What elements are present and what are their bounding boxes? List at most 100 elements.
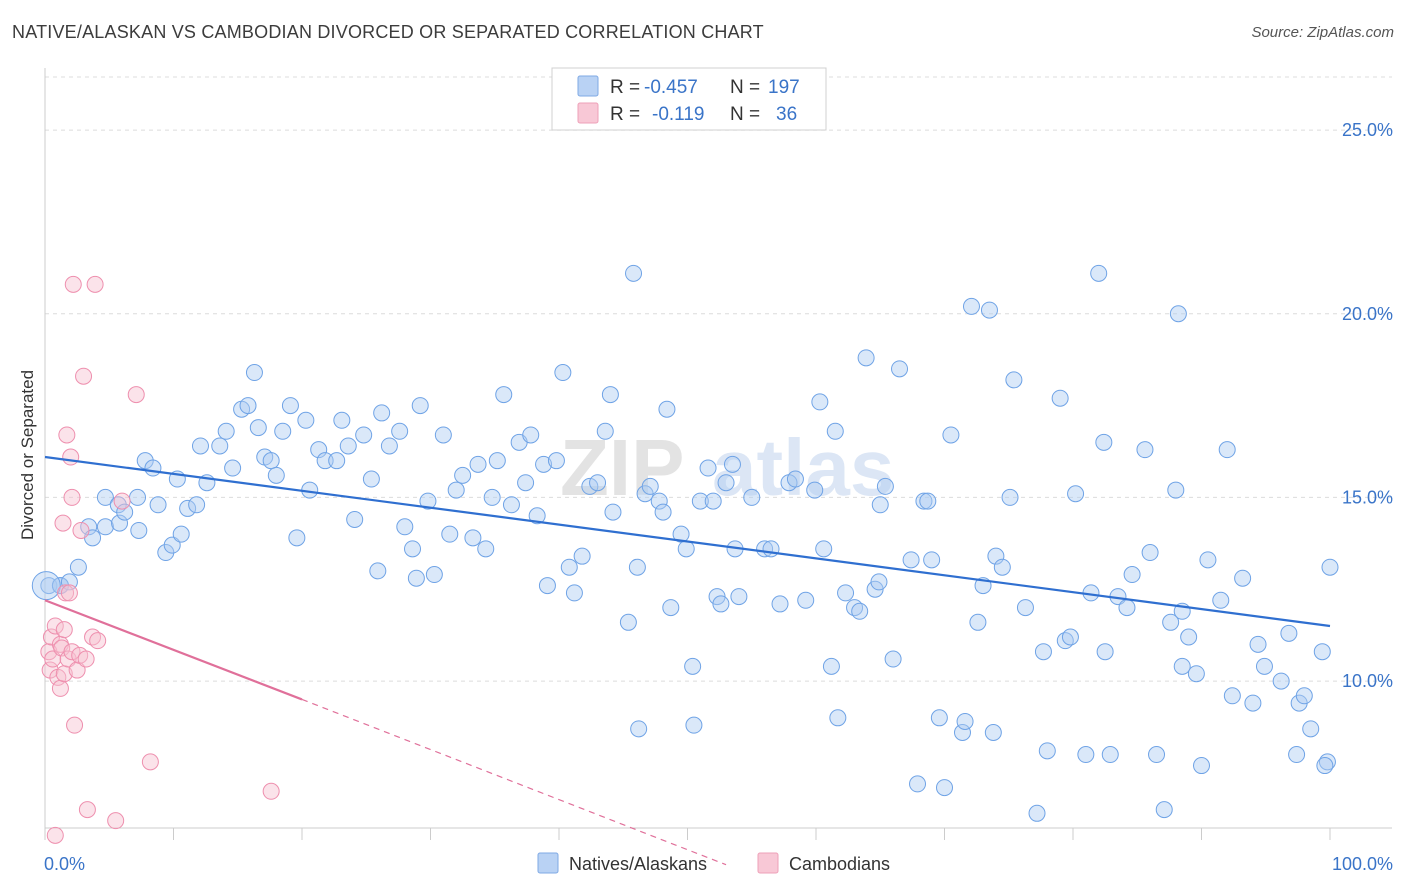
data-point-natives	[1321, 558, 1339, 576]
data-point-natives	[69, 558, 87, 576]
bottom-legend-swatch-cambodians	[757, 852, 779, 874]
data-point-natives	[316, 452, 334, 470]
bottom-legend-label-cambodians: Cambodians	[789, 854, 890, 874]
data-point-natives	[288, 529, 306, 547]
legend-swatch-natives	[577, 75, 599, 97]
data-point-natives	[684, 657, 702, 675]
data-point-natives	[829, 709, 847, 727]
data-point-natives	[891, 360, 909, 378]
x-tick-label-max: 100.0%	[1332, 854, 1393, 874]
data-point-natives	[1148, 746, 1166, 764]
data-point-natives	[249, 419, 267, 437]
data-point-natives	[876, 477, 894, 495]
data-point-cambodians	[64, 275, 82, 293]
data-point-natives	[987, 547, 1005, 565]
data-point-natives	[1244, 694, 1262, 712]
data-point-natives	[811, 393, 829, 411]
data-point-natives	[369, 562, 387, 580]
data-point-natives	[245, 364, 263, 382]
data-point-natives	[1272, 672, 1290, 690]
data-point-natives	[469, 455, 487, 473]
correlation-legend: R = -0.457 N = 197 R = -0.119 N = 36	[551, 67, 827, 131]
data-point-natives	[1218, 441, 1236, 459]
data-point-cambodians	[66, 716, 84, 734]
data-point-natives	[1173, 657, 1191, 675]
data-point-natives	[980, 301, 998, 319]
data-point-natives	[355, 426, 373, 444]
data-point-natives	[391, 422, 409, 440]
data-point-natives	[837, 584, 855, 602]
data-point-natives	[111, 514, 129, 532]
data-point-natives	[547, 452, 565, 470]
data-point-natives	[1155, 801, 1173, 819]
data-point-natives	[1136, 441, 1154, 459]
data-point-natives	[1316, 757, 1334, 775]
data-point-natives	[1051, 389, 1069, 407]
data-point-natives	[786, 470, 804, 488]
series-legend: Natives/Alaskans Cambodians	[537, 852, 890, 874]
data-point-natives	[962, 297, 980, 315]
data-point-natives	[163, 536, 181, 554]
data-point-natives	[1095, 433, 1113, 451]
data-point-natives	[1077, 746, 1095, 764]
y-tick-label: 10.0%	[1342, 671, 1393, 691]
data-point-natives	[528, 507, 546, 525]
axes	[44, 68, 1392, 840]
data-point-natives	[806, 481, 824, 499]
data-point-natives	[1199, 551, 1217, 569]
data-point-natives	[281, 397, 299, 415]
data-point-natives	[1295, 687, 1313, 705]
data-point-natives	[871, 496, 889, 514]
data-point-natives	[717, 474, 735, 492]
y-axis-label: Divorced or Separated	[18, 370, 37, 540]
data-point-natives	[483, 488, 501, 506]
data-point-natives	[1193, 757, 1210, 775]
data-point-natives	[625, 264, 643, 282]
data-point-cambodians	[141, 753, 159, 771]
data-point-natives	[339, 437, 357, 455]
data-point-natives	[857, 349, 875, 367]
data-point-cambodians	[57, 584, 75, 602]
data-point-natives	[434, 426, 452, 444]
data-point-natives	[923, 551, 941, 569]
data-point-natives	[1028, 804, 1046, 822]
data-point-natives	[239, 397, 257, 415]
data-point-natives-large	[31, 571, 61, 601]
data-point-natives	[596, 422, 614, 440]
data-point-cambodians	[55, 621, 73, 639]
data-point-natives	[1302, 720, 1320, 738]
data-point-natives	[538, 577, 556, 595]
data-point-natives	[477, 540, 495, 558]
data-point-natives	[404, 540, 422, 558]
data-point-natives	[1061, 628, 1079, 646]
data-point-cambodians	[89, 632, 107, 650]
data-point-natives	[1123, 566, 1141, 584]
data-point-natives	[517, 474, 535, 492]
data-point-cambodians	[60, 584, 78, 602]
data-point-natives	[662, 599, 680, 617]
data-point-natives	[984, 723, 1002, 741]
legend-r-value-2: -0.119	[652, 104, 704, 125]
data-point-natives	[1162, 613, 1180, 631]
data-point-natives	[1016, 599, 1034, 617]
data-point-natives	[328, 452, 346, 470]
data-point-natives	[411, 397, 429, 415]
data-point-natives	[604, 503, 622, 521]
legend-swatch-cambodians	[577, 102, 599, 124]
data-point-natives	[712, 595, 730, 613]
legend-n-label-1: N =	[730, 77, 760, 98]
data-point-natives	[641, 477, 659, 495]
data-point-cambodians	[42, 628, 60, 646]
data-point-natives	[454, 466, 472, 484]
data-point-natives	[116, 503, 134, 521]
data-point-natives	[96, 518, 114, 536]
data-point-natives	[172, 525, 190, 543]
data-point-natives	[658, 400, 676, 418]
data-point-natives	[762, 540, 780, 558]
data-point-natives	[909, 775, 927, 793]
data-point-natives	[654, 503, 672, 521]
data-point-natives	[691, 492, 709, 510]
trend-lines	[44, 455, 1331, 866]
data-point-natives	[870, 573, 888, 591]
